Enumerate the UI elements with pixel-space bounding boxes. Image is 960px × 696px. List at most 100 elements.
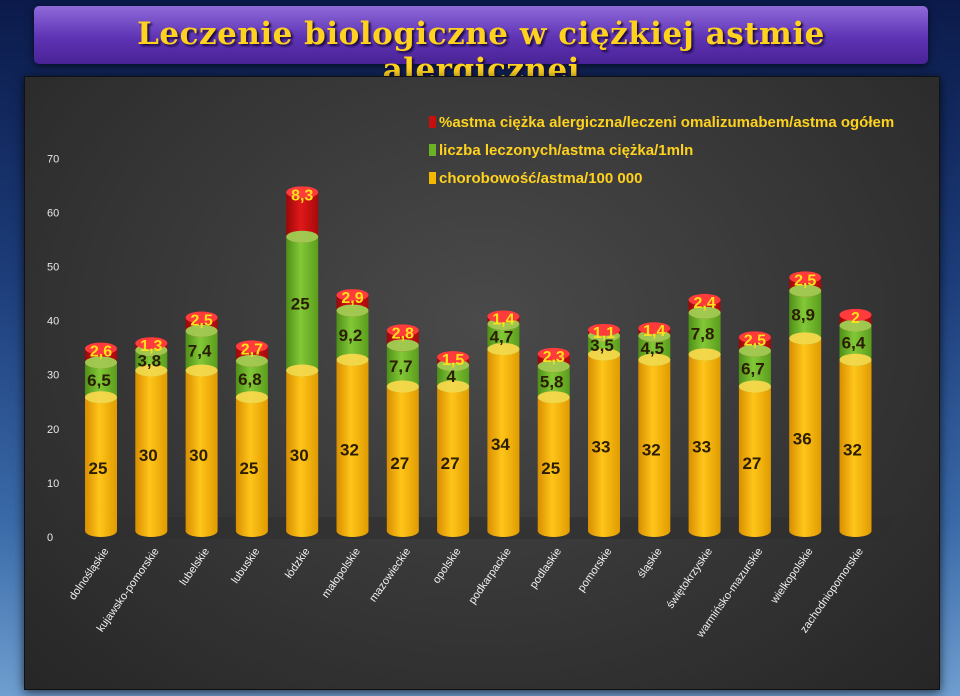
title-bar: Leczenie biologiczne w ciężkiej astmie a… [34,6,928,88]
bar-segment [437,365,470,387]
bar-stack: 25 6,5 2,6 [85,342,117,537]
bar-segment-cap [185,324,218,337]
data-label-leczonych: 7,8 [691,325,715,344]
bar-segment-cap [336,353,369,366]
data-label-leczonych: 3,8 [137,351,161,370]
bar-segment [789,290,822,339]
bar-segment-cap [235,391,268,404]
bar-segment-base [537,525,570,537]
bar-stack: 33 7,8 2,4 [688,293,721,537]
x-tick-label: opolskie [431,546,464,586]
bar-segment [789,338,822,531]
data-label-leczonych: 6,8 [238,370,262,389]
bar-segment-cap [286,230,319,243]
bar-segment-cap [336,304,369,317]
bar-stack: 30 7,4 2,5 [185,311,218,537]
bar-stack: 36 8,9 2,5 [789,271,822,537]
bar-segment-cap [738,331,771,344]
bar-segment [487,349,520,531]
data-label-chorobowosc: 32 [642,440,661,459]
bar-segment [185,370,218,531]
slide-title: Leczenie biologiczne w ciężkiej astmie a… [137,16,825,88]
bar-segment-cap [588,348,620,361]
data-label-chorobowosc: 32 [843,440,862,459]
bar-segment-cap [286,186,319,199]
bar-segment [537,397,570,531]
data-label-procent: 2 [851,310,860,327]
data-label-leczonych: 6,5 [87,371,111,390]
bar-segment [235,397,268,531]
bar-segment-base [437,525,470,537]
bar-segment [386,345,419,387]
data-label-procent: 2,7 [241,341,263,358]
data-label-leczonych: 7,7 [389,357,413,376]
data-label-chorobowosc: 25 [541,459,560,478]
data-label-chorobowosc: 30 [290,446,309,465]
bar-segment-base [185,525,218,537]
data-label-leczonych: 6,4 [842,334,866,353]
bar-segment-cap [638,322,671,335]
bar-segment-cap [185,311,218,324]
data-label-procent: 2,3 [543,349,565,366]
legend-entry: %astma ciężka alergiczna/leczeni omalizu… [439,114,894,131]
bar-segment-base [135,525,168,537]
bar-stack: 25 5,8 2,3 [537,347,570,537]
bar-segment-cap [85,391,117,404]
bar-segment-cap [336,289,369,302]
data-label-leczonych: 5,8 [540,373,564,392]
x-tick-label: łódzkie [283,546,312,581]
legend-swatch [429,144,436,156]
data-label-leczonych: 4,5 [640,339,664,358]
x-tick-label: pomorskie [576,546,615,594]
bar-segment [286,370,319,531]
data-label-procent: 2,5 [190,313,212,330]
data-label-leczonych: 8,9 [791,306,815,325]
bar-segment [336,310,369,360]
bar-segment [185,330,218,371]
stacked-bar-chart: 0 10 20 30 40 50 60 70 25 6,5 2,6 30 3,81,3 30 7,4 2,5… [47,114,897,641]
y-tick-label: 0 [47,532,53,544]
bar-segment-cap [839,308,872,321]
bar-segment [135,370,168,531]
data-label-chorobowosc: 34 [491,435,510,454]
data-label-chorobowosc: 25 [239,459,258,478]
bar-segment-cap [437,380,470,393]
bar-stack: 34 4,71,4 [487,310,520,537]
bar-segment-cap [588,323,620,336]
bar-segment [437,386,470,531]
x-tick-label: małopolskie [320,546,363,600]
bar-stack: 27 6,7 2,5 [738,331,771,537]
bar-segment [235,360,268,398]
x-tick-label: świętokrzyskie [665,546,716,611]
x-tick-label: lubelskie [178,546,212,588]
bar-stack: 27 7,7 2,8 [386,324,419,537]
bar-segment-cap [537,347,570,360]
bar-segment [286,236,319,371]
bar-segment-cap [839,319,872,332]
bar-segment-base [588,525,620,537]
bar-segment-base [85,525,117,537]
chart-panel: 0 10 20 30 40 50 60 70 25 6,5 2,6 30 3,8 1,3 30 7,4 2,5… [24,76,940,690]
data-label-leczonych: 7,4 [188,342,212,361]
legend-entry: liczba leczonych/astma ciężka/1mln [439,142,693,159]
data-label-chorobowosc: 25 [89,459,108,478]
bar-segment-cap [85,342,117,355]
bar-segment-base [336,525,369,537]
data-label-chorobowosc: 36 [793,430,812,449]
bar-segment-cap [638,353,671,366]
data-label-chorobowosc: 27 [742,454,761,473]
bar-stack: 25 6,8 2,7 [235,340,268,537]
y-tick-label: 10 [47,478,59,490]
bar-segment-cap [688,306,721,319]
bar-segment [286,192,319,237]
bar-segment-cap [185,364,218,377]
bar-segment-base [738,525,771,537]
y-tick-label: 20 [47,424,59,436]
x-tick-label: podlaskie [528,546,564,591]
data-label-procent: 2,4 [693,295,715,312]
data-label-chorobowosc: 27 [390,454,409,473]
bar-segment-cap [537,391,570,404]
data-label-procent: 8,3 [291,187,313,204]
data-label-procent: 2,9 [341,290,363,307]
